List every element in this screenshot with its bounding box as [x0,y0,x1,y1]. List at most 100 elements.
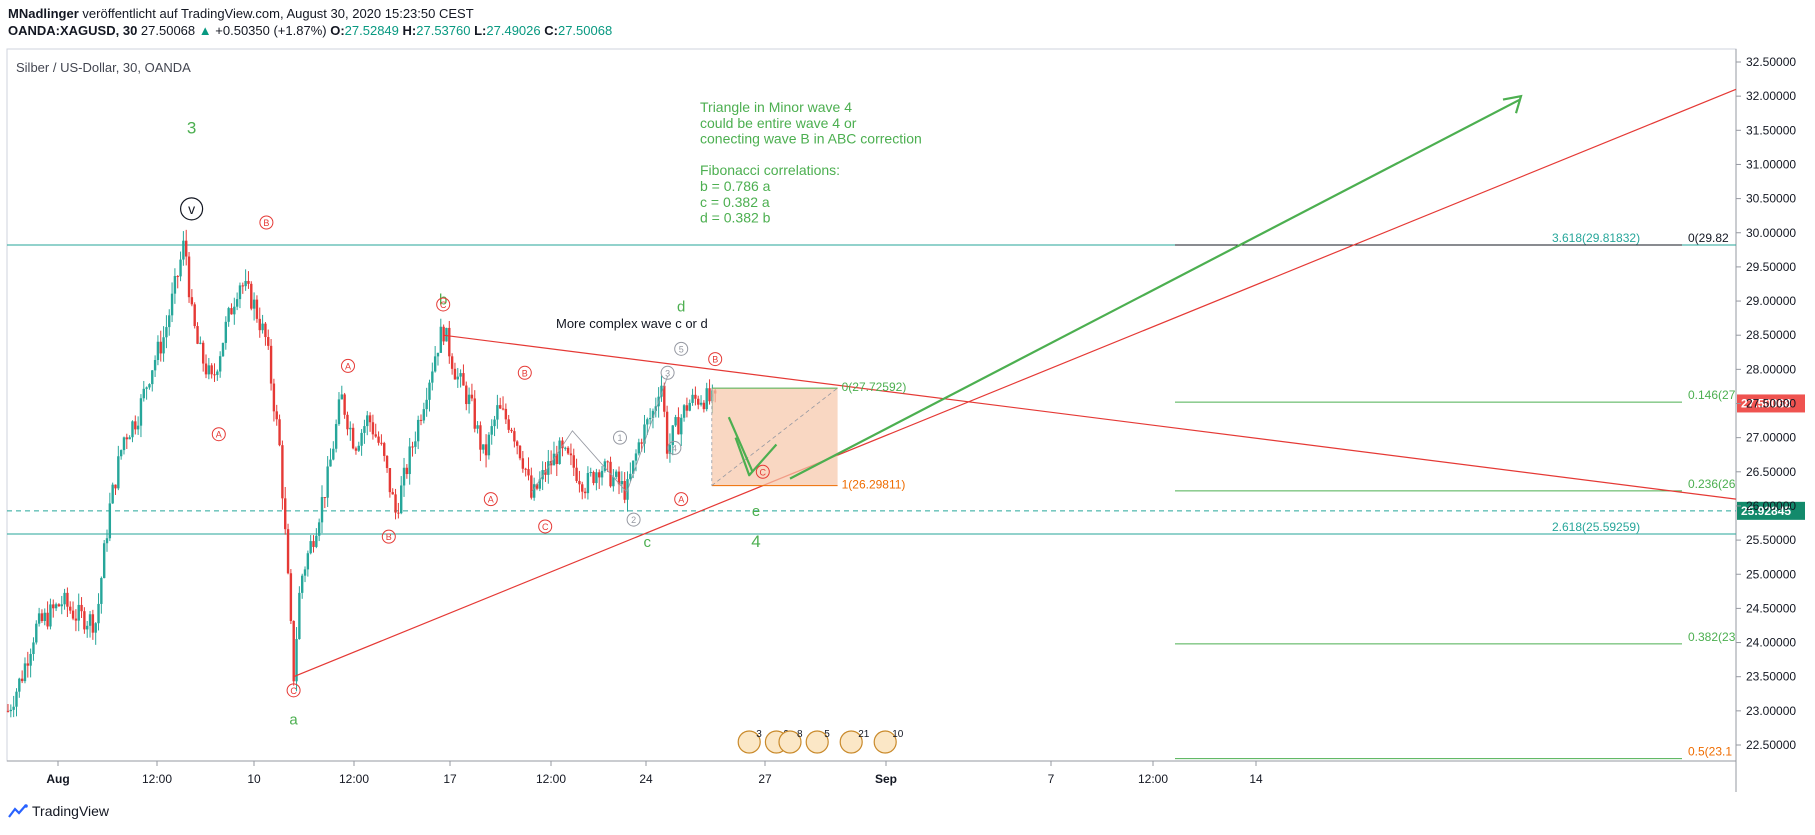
minor-wave-C-circle [436,297,451,312]
candle-body [216,371,219,375]
analysis-note-line: d = 0.382 b [700,210,771,226]
projection-arrow-down [734,437,778,477]
minor-wave-C: C [760,467,767,477]
candle-body [168,315,171,328]
candle-body [148,384,151,388]
candle-body [383,443,386,456]
candle-body [221,342,225,357]
fib-level-label: 0(29.82 [1688,231,1729,245]
wave-label-e: e [752,503,760,520]
candle-body [102,543,106,579]
candle-body [119,450,123,457]
candle-body [405,467,409,475]
x-tick-label: 7 [1048,772,1055,786]
close-value: 27.50068 [557,23,613,38]
y-tick-label: 24.00000 [1746,636,1796,650]
candle-body [699,402,703,405]
candle-body [586,473,590,494]
minor-wave-B-circle [517,365,532,380]
candle-body [371,422,375,435]
author[interactable]: MNadlinger [8,6,79,21]
wave-label-4: 4 [751,532,760,551]
candle-body [467,394,471,405]
candle-body [470,394,474,399]
y-tick-label: 22.50000 [1746,738,1796,752]
symbol-label[interactable]: OANDA:XAGUSD, 30 [8,23,138,38]
candle-body [292,620,295,682]
candle-body [612,476,615,487]
candle-body [9,709,13,712]
candle-body [230,308,233,315]
candle-body [473,398,476,429]
fib-extension-label: 2.618(25.59259) [1552,520,1640,534]
x-tick-label: 12:00 [142,772,172,786]
minor-wave-B-circle [708,352,723,367]
candle-body [317,522,321,536]
candle-body [651,410,655,418]
candle-body [388,468,392,493]
candle-body [94,623,97,633]
x-tick-label: Sep [875,772,897,786]
candle-body [207,365,211,375]
candle-body [136,425,140,430]
candle-body [40,613,44,621]
candle-body [527,469,530,476]
candle-body [575,467,578,481]
candle-body [366,415,369,427]
y-tick-label: 28.50000 [1746,328,1796,342]
candle-body [445,327,448,342]
close-label: C: [544,23,558,38]
tradingview-logo-icon [8,804,28,818]
minor-wave-B: B [263,218,269,228]
y-tick-label: 25.50000 [1746,533,1796,547]
candle-body [603,461,607,471]
fib-level-label: 0.382(23 [1688,630,1736,644]
x-tick-label: 17 [443,772,457,786]
candle-body [326,466,329,498]
y-tick-label: 31.00000 [1746,157,1796,171]
subwave-5: 5 [679,344,684,354]
projection-arrow-up [789,98,1521,480]
candle-body [315,535,318,547]
candle-body [578,480,581,485]
event-flag-count: 10 [892,729,904,740]
minor-wave-C: C [290,686,297,696]
candle-body [532,484,536,498]
candle-body [323,497,327,499]
candle-body [227,308,230,322]
candle-body [490,426,493,435]
candle-body [510,429,513,432]
wave-label-b: b [439,291,447,308]
event-flag-icon [778,730,802,754]
analysis-note-line: c = 0.382 a [700,194,770,210]
fib-level-label: 0.146(27 [1688,388,1736,402]
candle-body [131,421,134,438]
candle-body [640,442,643,444]
candle-body [312,541,315,547]
event-flag-count: 21 [858,729,870,740]
candle-body [6,710,10,712]
candle-body [419,419,423,421]
price-chart[interactable]: Silber / US-Dollar, 30, OANDA 0(27.72592… [0,0,1815,800]
fib-level-label: 0.5(23.1 [1688,745,1732,759]
candle-body [37,613,41,624]
candle-body [66,592,69,607]
x-tick-label: 12:00 [339,772,369,786]
subwave-1: 1 [617,433,622,443]
wave-label-d: d [677,298,685,315]
candle-body [320,497,324,523]
minor-wave-B: B [712,355,718,365]
candle-body [688,402,691,411]
event-flag-count: 3 [756,729,762,740]
candle-body [272,383,276,412]
analysis-note-line: could be entire wave 4 or [700,115,857,131]
candle-body [252,299,256,309]
candle-body [583,491,587,494]
candle-body [496,405,499,420]
candle-body [425,399,428,410]
candle-body [631,460,635,474]
candle-body [162,337,165,354]
candle-body [408,446,411,475]
y-tick-label: 29.00000 [1746,294,1796,308]
candle-body [685,405,689,411]
